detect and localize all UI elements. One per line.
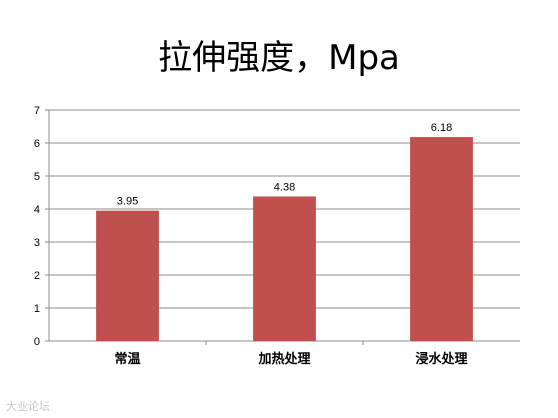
y-tick-label: 5	[34, 171, 40, 183]
y-tick-label: 2	[34, 270, 40, 282]
watermark-text: 大业论坛	[6, 400, 50, 413]
bar	[253, 196, 316, 341]
y-tick-label: 4	[34, 204, 40, 216]
y-tick-label: 6	[34, 138, 40, 150]
category-label: 常温	[114, 351, 140, 367]
bars	[96, 137, 473, 341]
chart-title: 拉伸强度，Mpa	[158, 38, 400, 78]
bar	[96, 210, 159, 341]
data-label: 3.95	[117, 196, 138, 208]
labels: 0 1 2 3 4 5 6 7 3.95 常温 4.38 加热处理 6.18 浸水处理	[34, 105, 468, 367]
y-tick-label: 1	[34, 303, 40, 315]
bar	[410, 137, 473, 341]
data-label: 4.38	[274, 181, 295, 193]
y-tick-label: 0	[34, 336, 40, 348]
category-label: 加热处理	[257, 351, 310, 367]
y-tick-label: 3	[34, 237, 40, 249]
y-tick-label: 7	[34, 105, 40, 117]
category-label: 浸水处理	[415, 351, 467, 367]
data-label: 6.18	[431, 122, 452, 134]
